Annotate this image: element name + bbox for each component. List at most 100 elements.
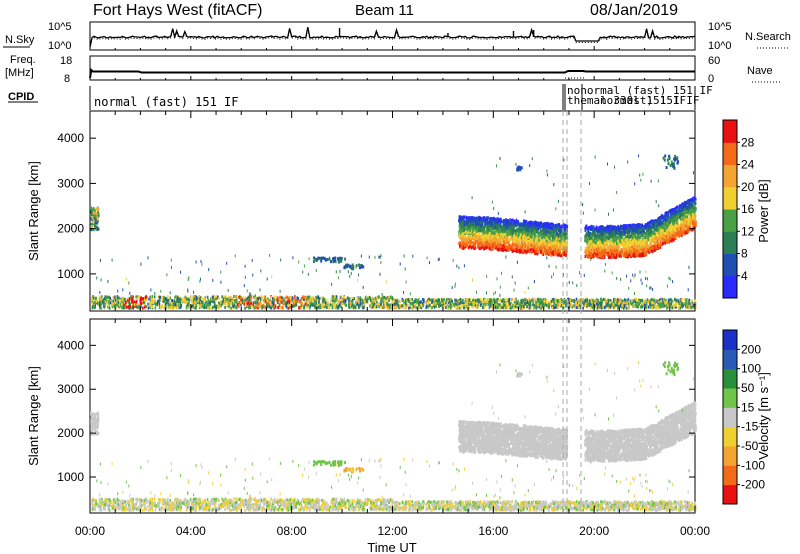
range-gate-cell — [383, 295, 386, 299]
range-gate-cell — [586, 298, 588, 302]
range-gate-cell — [451, 303, 453, 307]
range-gate-cell — [246, 297, 249, 301]
range-gate-cell — [484, 246, 487, 250]
range-gate-cell — [362, 285, 364, 289]
range-gate-cell — [499, 220, 502, 224]
range-gate-cell — [540, 223, 543, 227]
range-gate-cell — [658, 303, 660, 306]
range-gate-cell — [401, 299, 404, 302]
range-gate-cell — [523, 302, 526, 306]
range-gate-cell — [613, 302, 616, 306]
range-gate-cell — [306, 305, 308, 309]
range-gate-cell — [540, 304, 542, 308]
range-gate-cell — [181, 299, 184, 303]
range-gate-cell — [382, 300, 384, 304]
range-gate-cell — [555, 245, 558, 249]
range-gate-cell — [311, 296, 314, 300]
range-gate-cell — [327, 301, 329, 305]
range-gate-cell — [652, 288, 654, 291]
range-gate-cell — [380, 300, 383, 303]
range-gate-cell — [485, 225, 487, 229]
range-gate-cell — [208, 305, 210, 309]
range-gate-cell — [100, 305, 102, 309]
range-gate-cell — [387, 296, 389, 300]
range-gate-cell — [340, 301, 342, 305]
range-gate-cell — [493, 227, 495, 231]
range-gate-cell — [670, 302, 672, 306]
range-gate-cell — [130, 306, 132, 310]
nave-tick-bottom: 0 — [708, 73, 714, 85]
nave-label: Nave — [747, 65, 773, 77]
range-gate-cell — [549, 222, 552, 226]
range-gate-cell — [264, 295, 267, 299]
range-gate-cell — [186, 304, 188, 308]
range-gate-cell — [411, 303, 414, 307]
range-gate-cell — [207, 302, 209, 306]
range-gate-cell — [257, 306, 259, 310]
range-gate-cell — [516, 247, 519, 250]
range-gate-cell — [636, 299, 639, 303]
range-gate-cell — [481, 240, 483, 244]
range-gate-cell — [125, 300, 127, 304]
range-gate-cell — [478, 243, 480, 247]
range-gate-cell — [391, 301, 394, 305]
range-gate-cell — [450, 304, 452, 308]
range-gate-cell — [96, 212, 99, 216]
range-gate-cell — [672, 299, 675, 303]
range-gate-cell — [646, 277, 648, 281]
range-gate-cell — [483, 243, 486, 247]
range-gate-cell — [585, 298, 587, 302]
range-gate-cell — [493, 219, 496, 223]
range-gate-cell — [534, 235, 536, 239]
range-gate-cell — [553, 230, 556, 234]
range-gate-cell — [515, 246, 517, 250]
range-gate-cell — [306, 296, 309, 300]
range-gate-cell — [325, 306, 328, 309]
range-gate-cell — [306, 300, 308, 304]
range-gate-cell — [244, 264, 246, 268]
range-gate-cell — [304, 299, 306, 303]
range-gate-cell — [185, 300, 187, 304]
range-gate-cell — [473, 301, 475, 305]
range-gate-cell — [224, 296, 226, 300]
range-gate-cell — [488, 220, 491, 223]
range-gate-cell — [259, 301, 261, 305]
range-gate-cell — [550, 231, 553, 235]
range-gate-cell — [480, 302, 482, 306]
range-gate-cell — [332, 301, 334, 305]
range-gate-cell — [195, 260, 197, 264]
range-gate-cell — [371, 299, 374, 303]
range-gate-cell — [226, 261, 228, 265]
range-gate-cell — [117, 296, 120, 300]
range-gate-cell — [113, 301, 116, 305]
range-gate-cell — [517, 234, 519, 238]
range-gate-cell — [339, 298, 341, 302]
range-gate-cell — [552, 230, 555, 234]
range-gate-cell — [154, 306, 157, 310]
range-gate-cell — [465, 306, 467, 310]
range-gate-cell — [220, 280, 222, 284]
range-gate-cell — [157, 295, 160, 299]
range-gate-cell — [504, 298, 506, 302]
range-gate-cell — [470, 220, 473, 224]
range-gate-cell — [209, 302, 212, 306]
range-gate-cell — [564, 302, 567, 306]
range-gate-cell — [136, 305, 138, 309]
range-gate-cell — [289, 306, 291, 309]
range-gate-cell — [519, 245, 521, 249]
range-gate-cell — [590, 304, 593, 308]
range-gate-cell — [545, 299, 548, 302]
range-gate-cell — [525, 228, 528, 232]
cpid-text-a: nonormal (fast) 151 IF — [567, 84, 713, 97]
range-gate-cell — [517, 248, 520, 252]
range-gate-cell — [337, 306, 340, 310]
range-gate-cell — [476, 240, 479, 244]
range-gate-cell — [212, 295, 215, 299]
range-gate-cell — [388, 298, 390, 302]
range-gate-cell — [543, 241, 546, 245]
range-gate-cell — [380, 254, 382, 258]
range-gate-cell — [228, 306, 231, 310]
range-gate-cell — [134, 304, 137, 308]
range-gate-cell — [185, 298, 187, 302]
range-gate-cell — [534, 243, 537, 247]
